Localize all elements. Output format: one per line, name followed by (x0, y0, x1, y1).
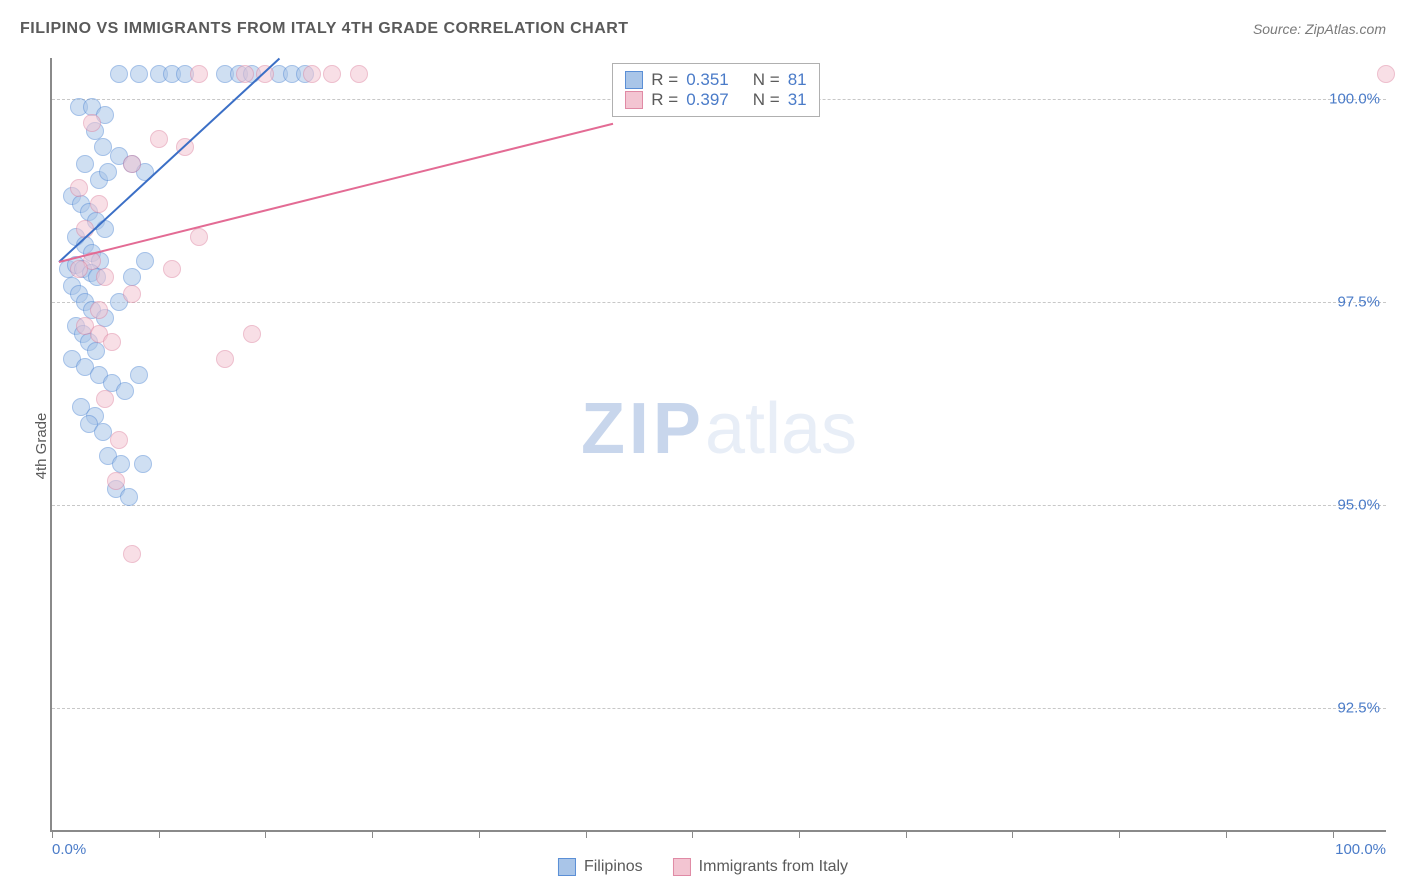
x-tick (692, 830, 693, 838)
scatter-point (103, 333, 121, 351)
scatter-point (96, 268, 114, 286)
legend-swatch (558, 858, 576, 876)
n-label: N = (753, 90, 780, 110)
y-tick-label: 100.0% (1329, 90, 1380, 107)
scatter-point (150, 130, 168, 148)
x-tick (1012, 830, 1013, 838)
stats-box: R = 0.351 N = 81 R = 0.397 N = 31 (612, 63, 819, 117)
scatter-point (1377, 65, 1395, 83)
scatter-point (110, 431, 128, 449)
legend-item: Filipinos (558, 858, 643, 876)
x-tick (1119, 830, 1120, 838)
scatter-point (350, 65, 368, 83)
chart-title: FILIPINO VS IMMIGRANTS FROM ITALY 4TH GR… (20, 20, 629, 38)
scatter-point (303, 65, 321, 83)
scatter-point (90, 301, 108, 319)
scatter-point (107, 472, 125, 490)
x-tick (265, 830, 266, 838)
x-tick-label: 100.0% (1335, 841, 1386, 858)
scatter-point (190, 228, 208, 246)
gridline (52, 708, 1386, 709)
scatter-point (70, 260, 88, 278)
scatter-point (130, 366, 148, 384)
n-value: 81 (788, 70, 807, 90)
x-tick (799, 830, 800, 838)
x-tick (479, 830, 480, 838)
plot-region: ZIPatlas 92.5%95.0%97.5%100.0%0.0%100.0%… (50, 58, 1386, 832)
series-swatch (625, 71, 643, 89)
r-value: 0.351 (686, 70, 729, 90)
r-value: 0.397 (686, 90, 729, 110)
scatter-point (216, 350, 234, 368)
scatter-point (323, 65, 341, 83)
legend-label: Filipinos (584, 858, 643, 876)
x-tick (372, 830, 373, 838)
scatter-point (123, 545, 141, 563)
x-tick (906, 830, 907, 838)
scatter-point (176, 138, 194, 156)
y-tick-label: 95.0% (1337, 496, 1380, 513)
x-tick-label: 0.0% (52, 841, 86, 858)
r-label: R = (651, 70, 678, 90)
chart-source: Source: ZipAtlas.com (1253, 21, 1386, 37)
scatter-point (83, 114, 101, 132)
legend-item: Immigrants from Italy (673, 858, 848, 876)
scatter-point (99, 163, 117, 181)
scatter-point (123, 285, 141, 303)
chart-area: ZIPatlas 92.5%95.0%97.5%100.0%0.0%100.0%… (50, 58, 1386, 832)
legend-label: Immigrants from Italy (699, 858, 848, 876)
scatter-point (130, 65, 148, 83)
stats-row: R = 0.351 N = 81 (625, 70, 806, 90)
n-value: 31 (788, 90, 807, 110)
scatter-point (76, 155, 94, 173)
n-label: N = (753, 70, 780, 90)
legend: Filipinos Immigrants from Italy (558, 858, 848, 876)
scatter-point (116, 382, 134, 400)
scatter-point (190, 65, 208, 83)
r-label: R = (651, 90, 678, 110)
header: FILIPINO VS IMMIGRANTS FROM ITALY 4TH GR… (20, 20, 1386, 38)
gridline (52, 505, 1386, 506)
stats-row: R = 0.397 N = 31 (625, 90, 806, 110)
series-swatch (625, 91, 643, 109)
x-tick (586, 830, 587, 838)
legend-swatch (673, 858, 691, 876)
x-tick (1333, 830, 1334, 838)
y-axis-label: 4th Grade (33, 413, 50, 480)
watermark: ZIPatlas (581, 388, 857, 470)
scatter-point (136, 252, 154, 270)
scatter-point (163, 260, 181, 278)
scatter-point (90, 195, 108, 213)
scatter-point (120, 488, 138, 506)
y-tick-label: 97.5% (1337, 293, 1380, 310)
y-tick-label: 92.5% (1337, 700, 1380, 717)
trend-line (58, 123, 612, 263)
scatter-point (123, 155, 141, 173)
x-tick (1226, 830, 1227, 838)
scatter-point (110, 65, 128, 83)
scatter-point (134, 455, 152, 473)
gridline (52, 302, 1386, 303)
scatter-point (70, 179, 88, 197)
x-tick (159, 830, 160, 838)
scatter-point (243, 325, 261, 343)
x-tick (52, 830, 53, 838)
scatter-point (96, 390, 114, 408)
scatter-point (236, 65, 254, 83)
